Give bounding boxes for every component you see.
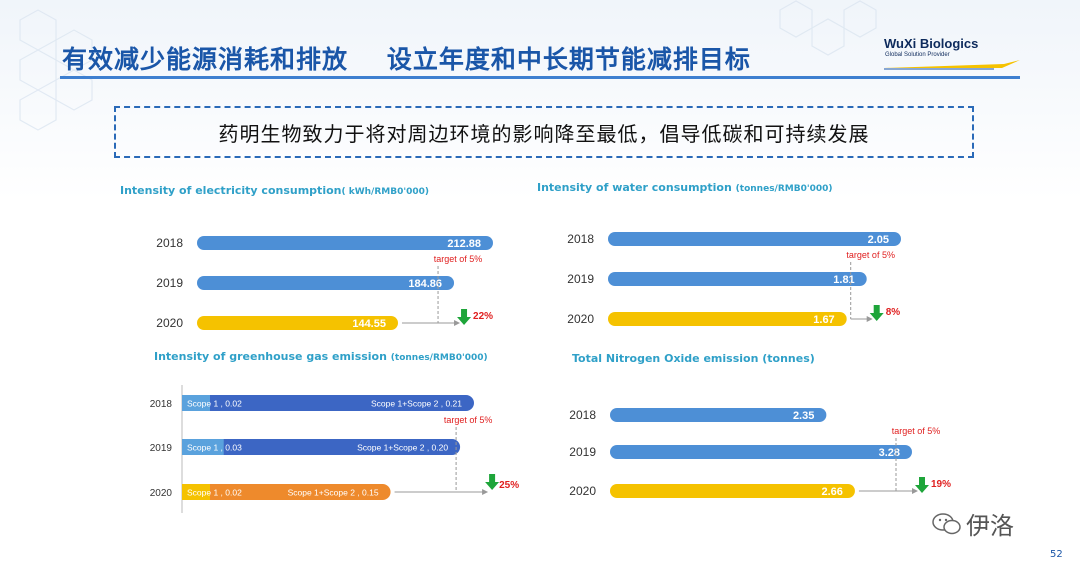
- wechat-watermark: 伊洛: [932, 506, 1014, 541]
- bar-value-label: 2.66: [821, 486, 842, 498]
- bar: [608, 312, 847, 326]
- year-label: 2019: [150, 443, 173, 454]
- year-label: 2019: [567, 272, 594, 286]
- scope1-2-label: Scope 1+Scope 2 , 0.21: [371, 399, 462, 409]
- bar-scope1-2: [182, 439, 461, 455]
- title-underline: [60, 76, 1020, 79]
- target-label: target of 5%: [444, 415, 493, 425]
- chart-unit-text: ( kWh/RMB0'000): [341, 187, 430, 197]
- scope1-2-label: Scope 1+Scope 2 , 0.20: [357, 443, 448, 453]
- chart-svg: 2018 Scope 1 , 0.02 Scope 1+Scope 2 , 0.21…: [150, 385, 519, 513]
- chart-title-text: Intensity of electricity consumption: [120, 184, 342, 197]
- chart-svg: 2018 2.05 2019 1.81 2020 1.67 target of 5% 8%: [567, 232, 901, 326]
- chart-electricity: 2018 212.88 2019 184.86 2020 144.55 target of …: [140, 220, 560, 335]
- bar: [610, 408, 827, 422]
- bar-value-label: 2.05: [868, 234, 889, 246]
- scope1-label: Scope 1 , 0.02: [187, 488, 242, 498]
- year-label: 2020: [567, 312, 594, 326]
- logo-swoosh-icon: [884, 60, 1020, 70]
- watermark-text: 伊洛: [966, 512, 1014, 540]
- scope1-label: Scope 1 , 0.03: [187, 443, 242, 453]
- chart-svg: 2018 2.35 2019 3.28 2020 2.66 target of 5% 19%: [569, 408, 951, 498]
- year-label: 2018: [567, 232, 594, 246]
- year-label: 2020: [150, 488, 173, 499]
- down-arrow-icon: [457, 309, 472, 325]
- down-arrow-icon: [915, 477, 929, 493]
- year-label: 2020: [156, 316, 183, 330]
- bar-value-label: 2.35: [793, 410, 814, 422]
- down-arrow-icon: [869, 305, 884, 321]
- reduction-label: 25%: [499, 480, 519, 491]
- bar: [197, 276, 455, 290]
- reduction-label: 8%: [886, 307, 901, 318]
- bar: [608, 232, 901, 246]
- slogan-box: 药明生物致力于将对周边环境的影响降至最低，倡导低碳和可持续发展: [114, 106, 974, 158]
- year-label: 2019: [156, 276, 183, 290]
- bar-value-label: 144.55: [352, 318, 386, 330]
- reduction-label: 22%: [473, 311, 493, 322]
- chart-title-text: Total Nitrogen Oxide emission (tonnes): [572, 352, 815, 365]
- reduction-label: 19%: [931, 479, 951, 490]
- year-label: 2018: [156, 236, 183, 250]
- bar-value-label: 1.67: [813, 314, 834, 326]
- connector-arrowhead: [482, 489, 489, 495]
- year-label: 2020: [569, 484, 596, 498]
- bar: [197, 236, 493, 250]
- bar-value-label: 1.81: [833, 274, 854, 286]
- year-label: 2018: [150, 399, 173, 410]
- bar: [608, 272, 867, 286]
- chart-ghg: 2018 Scope 1 , 0.02 Scope 1+Scope 2 , 0.21…: [140, 385, 540, 515]
- page-number: 52: [1050, 549, 1063, 560]
- target-label: target of 5%: [434, 254, 483, 264]
- target-label: target of 5%: [846, 250, 895, 260]
- down-arrow-icon: [485, 474, 500, 490]
- company-logo: WuXi Biologics Global Solution Provider: [884, 36, 1024, 72]
- bar-scope1-2: [182, 395, 474, 411]
- bar-scope1: [182, 484, 210, 500]
- chart-nox: 2018 2.35 2019 3.28 2020 2.66 target of 5% 19%: [560, 392, 960, 507]
- chart-svg: 2018 212.88 2019 184.86 2020 144.55 target of …: [156, 236, 493, 330]
- chart-unit-text: (tonnes/RMB0'000): [735, 184, 833, 194]
- chart-title-water: Intensity of water consumption (tonnes/R…: [537, 181, 833, 194]
- chart-title-ghg: Intensity of greenhouse gas emission (to…: [154, 350, 488, 363]
- logo-name: WuXi Biologics: [884, 36, 979, 51]
- slogan-text: 药明生物致力于将对周边环境的影响降至最低，倡导低碳和可持续发展: [218, 121, 870, 146]
- year-label: 2018: [569, 408, 596, 422]
- page-title: 有效减少能源消耗和排放 设立年度和中长期节能减排目标: [62, 45, 751, 74]
- chart-title-electricity: Intensity of electricity consumption( kW…: [120, 184, 429, 197]
- chart-unit-text: (tonnes/RMB0'000): [390, 353, 488, 363]
- bar-scope1: [182, 395, 210, 411]
- bar: [197, 316, 398, 330]
- year-label: 2019: [569, 445, 596, 459]
- target-label: target of 5%: [892, 426, 941, 436]
- bar: [610, 445, 912, 459]
- wechat-icon: [932, 512, 961, 534]
- chart-water: 2018 2.05 2019 1.81 2020 1.67 target of 5% 8%: [560, 218, 940, 333]
- hexagon-background: [0, 0, 1080, 200]
- scope1-2-label: Scope 1+Scope 2 , 0.15: [288, 488, 379, 498]
- bar-scope1: [182, 439, 224, 455]
- bar-value-label: 184.86: [408, 278, 442, 290]
- chart-title-nox: Total Nitrogen Oxide emission (tonnes): [572, 352, 815, 365]
- bar: [610, 484, 855, 498]
- connector-arrowhead: [454, 320, 461, 326]
- chart-title-text: Intensity of water consumption: [537, 181, 732, 194]
- bar-value-label: 212.88: [447, 238, 481, 250]
- connector-arrowhead: [912, 488, 918, 494]
- chart-title-text: Intensity of greenhouse gas emission: [154, 350, 387, 363]
- bar-scope1-2: [182, 484, 391, 500]
- connector-arrowhead: [866, 316, 873, 322]
- scope1-label: Scope 1 , 0.02: [187, 399, 242, 409]
- bar-value-label: 3.28: [879, 447, 900, 459]
- logo-tagline: Global Solution Provider: [885, 52, 950, 58]
